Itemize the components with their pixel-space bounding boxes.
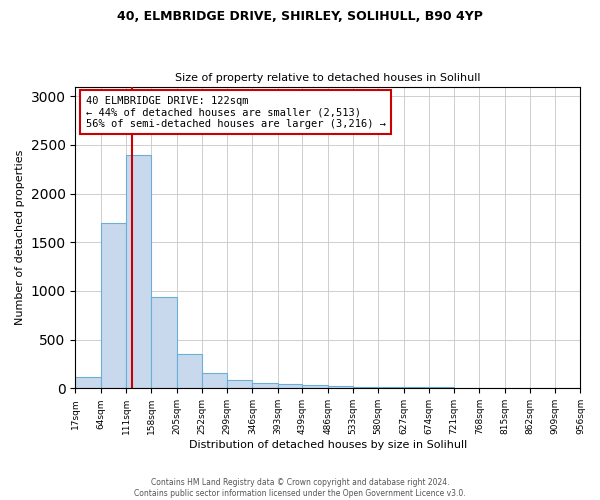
Bar bbox=[302, 386, 328, 388]
Bar bbox=[76, 376, 101, 388]
Bar bbox=[227, 380, 253, 388]
Y-axis label: Number of detached properties: Number of detached properties bbox=[15, 150, 25, 325]
Text: 40, ELMBRIDGE DRIVE, SHIRLEY, SOLIHULL, B90 4YP: 40, ELMBRIDGE DRIVE, SHIRLEY, SOLIHULL, … bbox=[117, 10, 483, 23]
Bar bbox=[202, 373, 227, 388]
Bar bbox=[253, 382, 278, 388]
Bar bbox=[126, 154, 151, 388]
Text: Contains HM Land Registry data © Crown copyright and database right 2024.
Contai: Contains HM Land Registry data © Crown c… bbox=[134, 478, 466, 498]
Bar bbox=[328, 386, 353, 388]
X-axis label: Distribution of detached houses by size in Solihull: Distribution of detached houses by size … bbox=[189, 440, 467, 450]
Bar bbox=[151, 297, 176, 388]
Bar bbox=[101, 223, 126, 388]
Text: 40 ELMBRIDGE DRIVE: 122sqm
← 44% of detached houses are smaller (2,513)
56% of s: 40 ELMBRIDGE DRIVE: 122sqm ← 44% of deta… bbox=[86, 96, 386, 129]
Bar bbox=[278, 384, 302, 388]
Bar bbox=[176, 354, 202, 388]
Title: Size of property relative to detached houses in Solihull: Size of property relative to detached ho… bbox=[175, 73, 481, 83]
